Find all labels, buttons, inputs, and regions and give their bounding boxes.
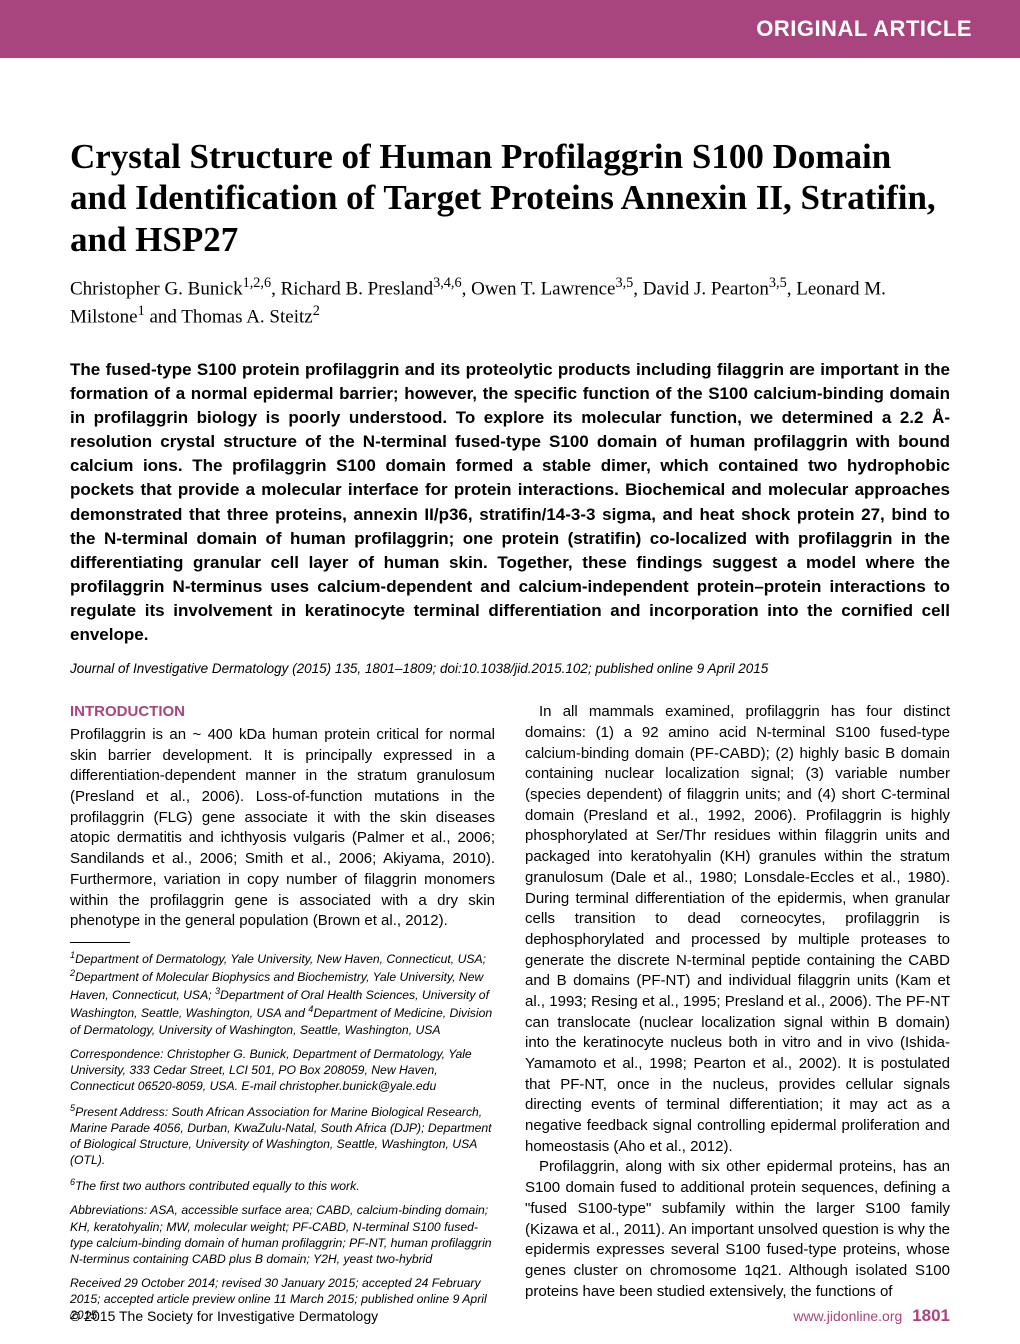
intro-paragraph-1: Profilaggrin is an ~ 400 kDa human prote… xyxy=(70,725,495,932)
two-column-body: INTRODUCTION Profilaggrin is an ~ 400 kD… xyxy=(70,702,950,1331)
journal-url[interactable]: www.jidonline.org xyxy=(793,1308,902,1324)
section-heading-introduction: INTRODUCTION xyxy=(70,702,495,723)
intro-paragraph-3: Profilaggrin, along with six other epide… xyxy=(525,1157,950,1302)
affiliations: 1Department of Dermatology, Yale Univers… xyxy=(70,949,495,1038)
copyright-text: © 2015 The Society for Investigative Der… xyxy=(70,1308,378,1324)
page-footer: © 2015 The Society for Investigative Der… xyxy=(0,1306,1020,1326)
article-title: Crystal Structure of Human Profilaggrin … xyxy=(70,136,950,260)
content-area: Crystal Structure of Human Profilaggrin … xyxy=(0,58,1020,1331)
present-address: 5Present Address: South African Associat… xyxy=(70,1102,495,1168)
equal-contribution-note: 6The first two authors contributed equal… xyxy=(70,1176,495,1194)
abstract: The fused-type S100 protein profilaggrin… xyxy=(70,358,950,648)
left-column: INTRODUCTION Profilaggrin is an ~ 400 kD… xyxy=(70,702,495,1331)
author-list: Christopher G. Bunick1,2,6, Richard B. P… xyxy=(70,274,950,330)
abbreviations: Abbreviations: ASA, accessible surface a… xyxy=(70,1202,495,1266)
intro-paragraph-2: In all mammals examined, profilaggrin ha… xyxy=(525,702,950,1157)
right-column: In all mammals examined, profilaggrin ha… xyxy=(525,702,950,1331)
header-band: ORIGINAL ARTICLE xyxy=(0,0,1020,58)
affiliation-divider xyxy=(70,942,130,943)
journal-citation: Journal of Investigative Dermatology (20… xyxy=(70,661,950,676)
page-number: 1801 xyxy=(912,1306,950,1325)
footer-right: www.jidonline.org 1801 xyxy=(793,1306,950,1326)
article-type-label: ORIGINAL ARTICLE xyxy=(756,16,972,42)
correspondence: Correspondence: Christopher G. Bunick, D… xyxy=(70,1046,495,1094)
